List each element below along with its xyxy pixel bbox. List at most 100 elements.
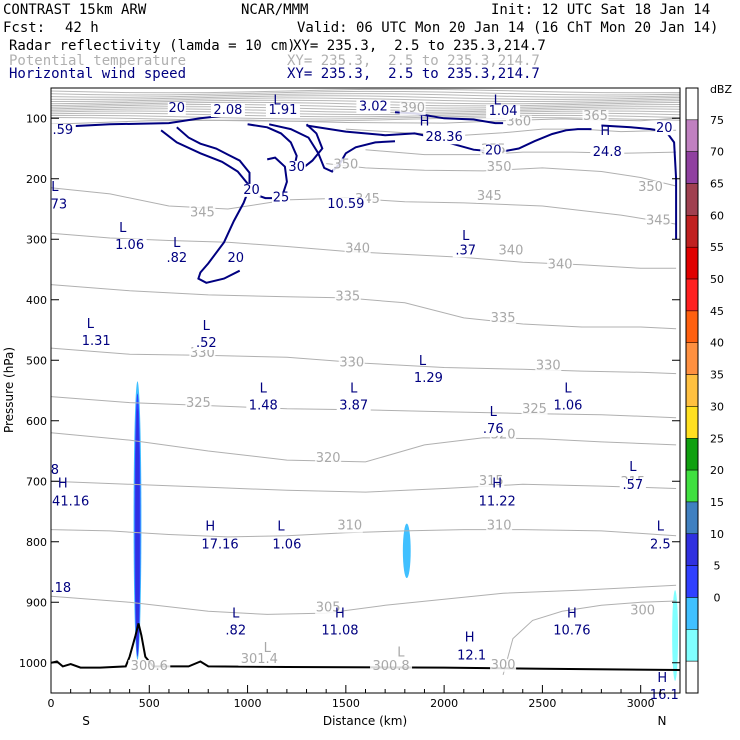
wind-label-bg: [647, 538, 674, 552]
reflectivity-cell: [672, 590, 679, 681]
y-tick-label: 300: [26, 233, 47, 246]
colorbar-swatch: [685, 629, 699, 662]
theta-contour-335: [50, 284, 677, 330]
valid-time: Valid: 06 UTC Mon 20 Jan 14 (16 ChT Mon …: [297, 20, 719, 36]
colorbar-level: 25: [710, 432, 724, 445]
wind-label: L: [119, 221, 127, 236]
wind-label-bg: [49, 495, 92, 509]
theta-label-bg: [189, 347, 216, 361]
y-tick-label: 1000: [19, 657, 47, 670]
colorbar-swatch: [685, 565, 699, 598]
theta-label: 300: [630, 603, 655, 618]
wind-label: L: [462, 229, 470, 244]
field-2-xy: XY= 235.3, 2.5 to 235.3,214.7: [287, 53, 540, 69]
theta-label-bg: [637, 180, 664, 194]
wind-label-bg: [49, 123, 76, 137]
wind-label: 10.59: [327, 197, 364, 212]
wind-label: H: [492, 476, 502, 491]
wind-contour-25: [160, 129, 276, 200]
wind-label: 17.16: [201, 537, 238, 552]
field-3-xy: XY= 235.3, 2.5 to 235.3,214.7: [287, 66, 540, 82]
wind-label-bg: [47, 581, 74, 595]
wind-label-bg: [480, 422, 507, 436]
colorbar-level: 55: [710, 241, 724, 254]
wind-label: 30: [288, 160, 305, 175]
wind-label: H: [465, 631, 475, 646]
fcst-label: Fcst:: [3, 20, 46, 36]
theta-label: 335: [335, 289, 360, 304]
wind-label-bg: [324, 197, 367, 211]
center-name: NCAR/MMM: [241, 2, 309, 18]
wind-label: 20: [656, 121, 673, 136]
wind-label: H: [205, 519, 215, 534]
theta-label: 335: [491, 311, 516, 326]
theta-label: 310: [487, 519, 512, 534]
theta-label-bg: [334, 290, 361, 304]
wind-label: H: [567, 606, 577, 621]
y-tick-label: 200: [26, 173, 47, 186]
wind-label: .52: [196, 336, 217, 351]
y-tick-label: 500: [26, 354, 47, 367]
wind-label-bg: [476, 495, 519, 509]
wind-label: 8: [51, 463, 59, 478]
theta-label-bg: [547, 258, 574, 272]
theta-label: 301.4: [241, 652, 278, 667]
field-1-xy: XY= 235.3, 2.5 to 235.3,214.7: [293, 38, 546, 54]
wind-label: 10.76: [553, 623, 590, 638]
stratosphere-isentrope: [50, 90, 681, 96]
wind-label: .76: [483, 422, 504, 437]
wind-label-bg: [112, 238, 147, 252]
wind-label: .37: [455, 243, 476, 258]
theta-label-bg: [128, 660, 171, 674]
plot-background: [51, 88, 680, 693]
wind-label: 11.22: [479, 494, 516, 509]
wind-contour-25: [268, 123, 396, 173]
wind-label-bg: [336, 399, 371, 413]
wind-label-bg: [193, 336, 220, 350]
wind-label: 1.04: [489, 104, 518, 119]
theta-label: 330: [190, 346, 215, 361]
wind-label-bg: [163, 252, 190, 266]
wind-label: H: [600, 124, 610, 139]
axes: 0 500 1000 1500 2000 2500 3000 100 200 300 400 500 6…: [19, 112, 680, 710]
wind-contour-20: [176, 126, 251, 284]
colorbar-level: 50: [710, 273, 724, 286]
south-label: S: [82, 714, 90, 728]
theta-label: 330: [536, 358, 561, 373]
theta-label: 310: [337, 519, 362, 534]
stratosphere-isentrope: [50, 97, 681, 103]
wind-contour-30: [303, 123, 324, 168]
y-tick-label: 700: [26, 475, 47, 488]
theta-label: 340: [548, 257, 573, 272]
wind-label-bg: [226, 252, 245, 266]
stratosphere-isentrope: [50, 116, 681, 122]
colorbar-level: 45: [710, 305, 724, 318]
theta-label-bg: [645, 214, 672, 228]
theta-label: 345: [646, 214, 671, 229]
stratosphere-isentrope: [50, 93, 681, 98]
stratosphere-isentrope: [50, 88, 681, 94]
wind-label-bg: [590, 145, 625, 159]
terrain-profile: [50, 623, 681, 671]
wind-labels: 20 2.08 1.91 3.02 1.04 20 .59 28.36 20 24.8 30 20 25…: [47, 93, 682, 703]
theta-label-bg: [486, 519, 513, 533]
wind-label-bg: [210, 104, 245, 118]
theta-contour-320: [50, 432, 677, 463]
colorbar-level: 15: [710, 496, 724, 509]
theta-label: 345: [477, 189, 502, 204]
x-axis-label: Distance (km): [323, 714, 407, 728]
theta-label-bg: [399, 102, 426, 116]
wind-label: 11.08: [321, 623, 358, 638]
wind-label-bg: [484, 144, 503, 158]
reflectivity-cell: [402, 523, 411, 579]
stratosphere-isentrope: [50, 114, 681, 120]
model-name: CONTRAST 15km ARW: [3, 2, 147, 18]
colorbar-swatch: [685, 87, 699, 121]
wind-label: H: [335, 606, 345, 621]
colorbar-level: 10: [710, 528, 724, 541]
theta-label-bg: [521, 402, 548, 416]
wind-label: L: [87, 317, 95, 332]
wind-label-bg: [79, 335, 114, 349]
